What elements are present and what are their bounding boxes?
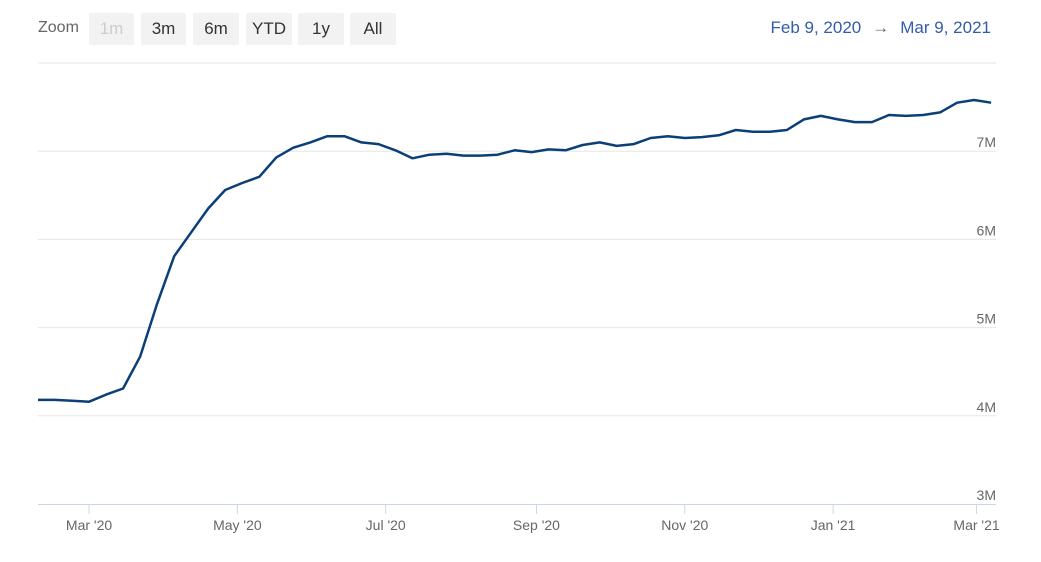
- date-range-from[interactable]: Feb 9, 2020: [770, 18, 862, 37]
- x-tick-label: Jan '21: [811, 517, 856, 533]
- x-tick-label: Mar '20: [66, 517, 112, 533]
- y-axis: 3M 4M 5M 6M 7M: [977, 134, 996, 503]
- x-axis: Mar '20 May '20 Jul '20 Sep '20 Nov '20 Jan '…: [66, 504, 1000, 533]
- x-tick-label: May '20: [213, 517, 262, 533]
- zoom-6m-button[interactable]: 6m: [193, 13, 239, 45]
- y-tick-label: 3M: [977, 487, 996, 503]
- date-range: Feb 9, 2020 → Mar 9, 2021: [771, 18, 991, 38]
- grid-lines: [38, 150, 996, 417]
- zoom-all-button[interactable]: All: [350, 13, 396, 45]
- zoom-3m-button[interactable]: 3m: [141, 13, 186, 45]
- zoom-ytd-button[interactable]: YTD: [246, 13, 292, 45]
- zoom-label: Zoom: [38, 19, 79, 36]
- range-selector: Zoom 1m 3m 6m YTD 1y All Feb 9, 2020 → Mar…: [0, 0, 1041, 58]
- x-tick-label: Mar '21: [953, 517, 999, 533]
- date-range-to[interactable]: Mar 9, 2021: [900, 18, 991, 37]
- y-tick-label: 4M: [977, 399, 996, 415]
- y-tick-label: 6M: [977, 222, 996, 238]
- x-tick-label: Jul '20: [366, 517, 406, 533]
- y-tick-label: 7M: [977, 134, 996, 150]
- zoom-1m-button[interactable]: 1m: [89, 13, 134, 45]
- x-tick-label: Sep '20: [513, 517, 560, 533]
- date-range-arrow: →: [872, 18, 890, 37]
- series-line: [38, 98, 992, 403]
- x-tick-label: Nov '20: [661, 517, 708, 533]
- y-tick-label: 5M: [977, 311, 996, 327]
- zoom-1y-button[interactable]: 1y: [298, 13, 344, 45]
